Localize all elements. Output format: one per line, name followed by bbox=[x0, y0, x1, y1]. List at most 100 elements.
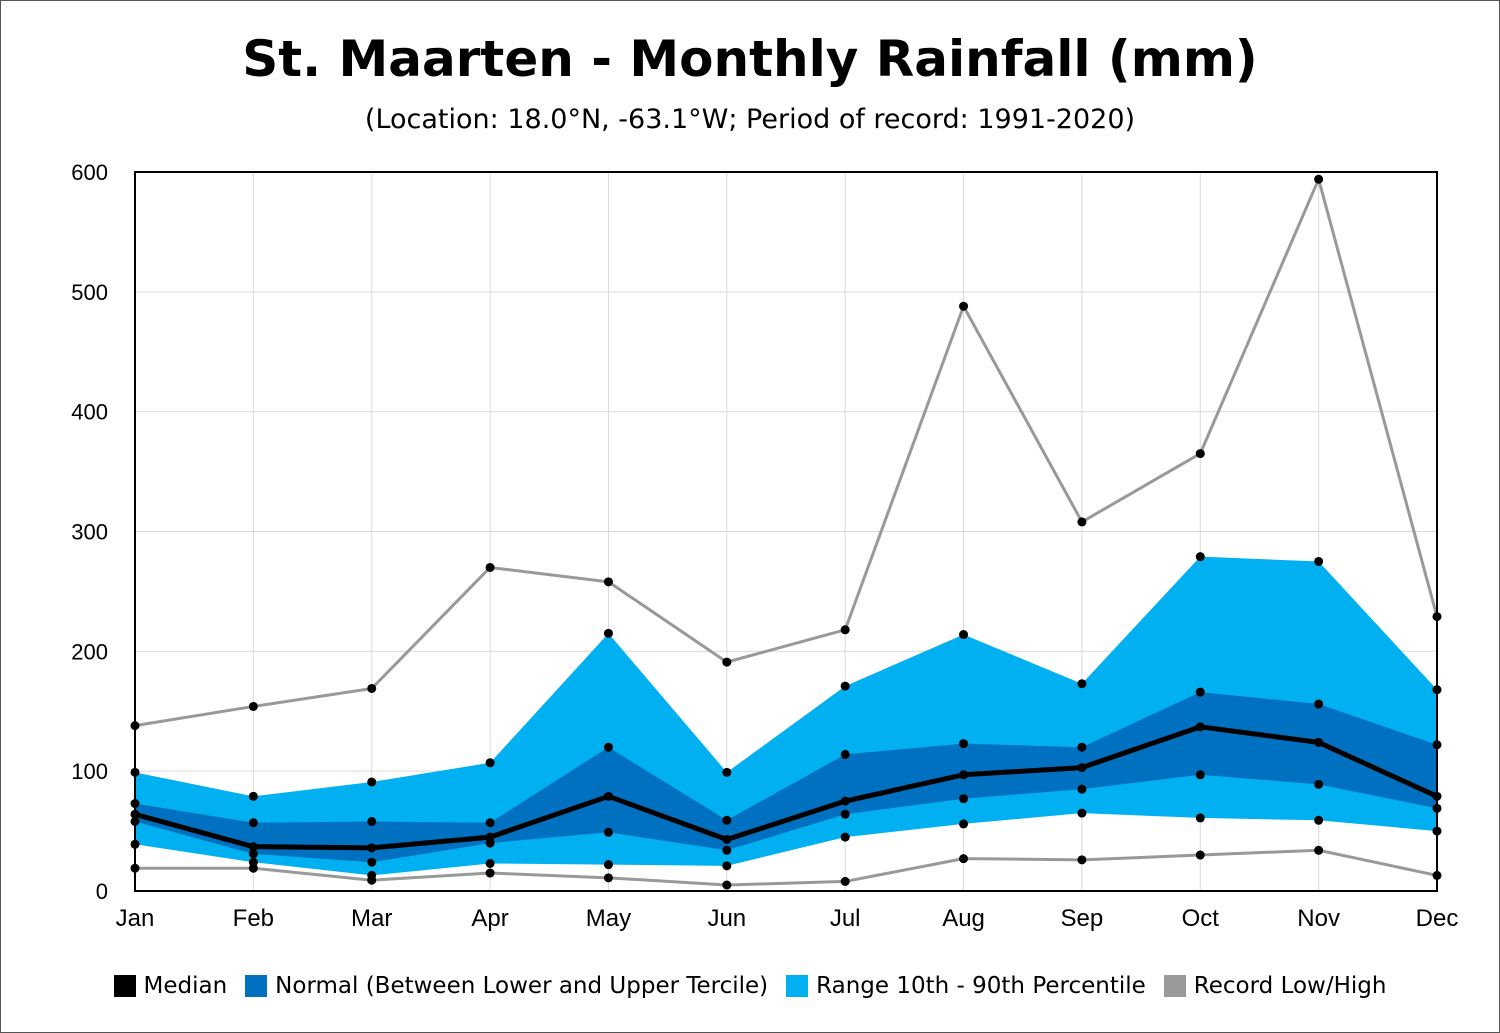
p10-point bbox=[1314, 815, 1324, 825]
x-tick-label: Jun bbox=[707, 905, 746, 932]
record-high-point bbox=[603, 577, 613, 587]
median-point bbox=[1314, 737, 1324, 747]
lower-tercile-point bbox=[367, 857, 377, 867]
record-high-point bbox=[1077, 517, 1087, 527]
upper-tercile-point bbox=[1077, 742, 1087, 752]
record-high-point bbox=[1314, 174, 1324, 184]
p10-point bbox=[603, 860, 613, 870]
p10-point bbox=[959, 819, 969, 829]
record-high-point bbox=[248, 701, 258, 711]
legend-item-percentile-range: Range 10th - 90th Percentile bbox=[786, 973, 1146, 999]
upper-tercile-point bbox=[1195, 687, 1205, 697]
upper-tercile-point bbox=[959, 739, 969, 749]
percentile-range-band bbox=[135, 556, 1437, 876]
record-high-point bbox=[485, 562, 495, 572]
p90-point bbox=[959, 630, 969, 640]
legend-label-percentile-range: Range 10th - 90th Percentile bbox=[816, 973, 1146, 999]
record-low-point bbox=[722, 880, 732, 890]
record-low-point bbox=[603, 873, 613, 883]
upper-tercile-point bbox=[1314, 699, 1324, 709]
median-point bbox=[840, 796, 850, 806]
p10-point bbox=[840, 832, 850, 842]
legend-item-median: Median bbox=[113, 973, 228, 999]
record-low-point bbox=[1077, 855, 1087, 865]
record-low-line bbox=[135, 848, 1438, 887]
median-point bbox=[248, 842, 258, 852]
lower-tercile-point bbox=[1195, 770, 1205, 780]
legend-item-record: Record Low/High bbox=[1163, 973, 1386, 999]
p10-point bbox=[485, 858, 495, 868]
chart-title: St. Maarten - Monthly Rainfall (mm) bbox=[242, 30, 1258, 88]
record-high-point bbox=[722, 657, 732, 667]
upper-tercile-point bbox=[367, 816, 377, 826]
median-point bbox=[1077, 763, 1087, 773]
x-tick-label: May bbox=[586, 905, 631, 932]
legend-swatch-percentile-range bbox=[786, 975, 809, 997]
y-tick-label: 200 bbox=[71, 639, 108, 664]
lower-tercile-point bbox=[248, 849, 258, 859]
x-tick-label: Mar bbox=[351, 905, 392, 932]
record-low-point bbox=[1314, 845, 1324, 855]
lower-tercile-point bbox=[485, 838, 495, 848]
record-low-point bbox=[485, 868, 495, 878]
x-tick-label: Apr bbox=[471, 905, 508, 932]
legend-swatch-median bbox=[113, 975, 136, 997]
upper-tercile-point bbox=[603, 742, 613, 752]
x-tick-label: Dec bbox=[1416, 905, 1459, 932]
legend-item-normal: Normal (Between Lower and Upper Tercile) bbox=[245, 973, 768, 999]
p10-point bbox=[1195, 813, 1205, 823]
p90-point bbox=[1077, 679, 1087, 689]
record-high-point bbox=[840, 625, 850, 635]
median-point bbox=[367, 843, 377, 853]
p90-point bbox=[248, 791, 258, 801]
legend-label-median: Median bbox=[143, 973, 228, 999]
record-low-point bbox=[1195, 850, 1205, 860]
y-tick-label: 500 bbox=[71, 280, 108, 305]
p10-point bbox=[722, 861, 732, 871]
x-tick-label: Jan bbox=[116, 905, 155, 932]
chart-subtitle: (Location: 18.0°N, -63.1°W; Period of re… bbox=[364, 104, 1136, 135]
record-low-point bbox=[840, 876, 850, 886]
upper-tercile-point bbox=[722, 815, 732, 825]
p90-point bbox=[1314, 556, 1324, 566]
x-tick-label: Sep bbox=[1061, 905, 1104, 932]
y-tick-label: 100 bbox=[71, 759, 108, 784]
lower-tercile-point bbox=[722, 845, 732, 855]
plot-border bbox=[134, 171, 1438, 892]
x-tick-label: Feb bbox=[233, 905, 274, 932]
median-point bbox=[1195, 722, 1205, 732]
p90-point bbox=[367, 777, 377, 787]
record-high-point bbox=[959, 301, 969, 311]
legend-label-normal: Normal (Between Lower and Upper Tercile) bbox=[275, 973, 769, 999]
upper-tercile-point bbox=[485, 818, 495, 828]
x-tick-label: Oct bbox=[1182, 905, 1220, 932]
y-tick-label: 0 bbox=[96, 879, 108, 904]
legend-swatch-normal bbox=[245, 975, 268, 997]
record-high-point bbox=[1195, 449, 1205, 459]
median-point bbox=[603, 791, 613, 801]
record-high-point bbox=[367, 683, 377, 693]
median-point bbox=[959, 770, 969, 780]
legend-swatch-record bbox=[1163, 975, 1186, 997]
chart-legend: Median Normal (Between Lower and Upper T… bbox=[0, 968, 1500, 1004]
p90-point bbox=[485, 758, 495, 768]
x-tick-label: Nov bbox=[1297, 905, 1340, 932]
y-tick-label: 600 bbox=[71, 160, 108, 185]
p90-point bbox=[722, 767, 732, 777]
record-low-point bbox=[367, 875, 377, 885]
median-line bbox=[134, 724, 1439, 851]
tercile-band bbox=[135, 692, 1437, 863]
lower-tercile-point bbox=[1077, 784, 1087, 794]
lower-tercile-point bbox=[840, 809, 850, 819]
p90-point bbox=[840, 681, 850, 691]
record-low-point bbox=[248, 863, 258, 873]
x-tick-label: Jul bbox=[830, 905, 861, 932]
p10-point bbox=[1077, 808, 1087, 818]
median-point bbox=[722, 834, 732, 844]
upper-tercile-point bbox=[840, 749, 850, 759]
p90-point bbox=[1195, 552, 1205, 562]
lower-tercile-point bbox=[603, 827, 613, 837]
record-high-line bbox=[134, 177, 1439, 728]
upper-tercile-point bbox=[248, 818, 258, 828]
